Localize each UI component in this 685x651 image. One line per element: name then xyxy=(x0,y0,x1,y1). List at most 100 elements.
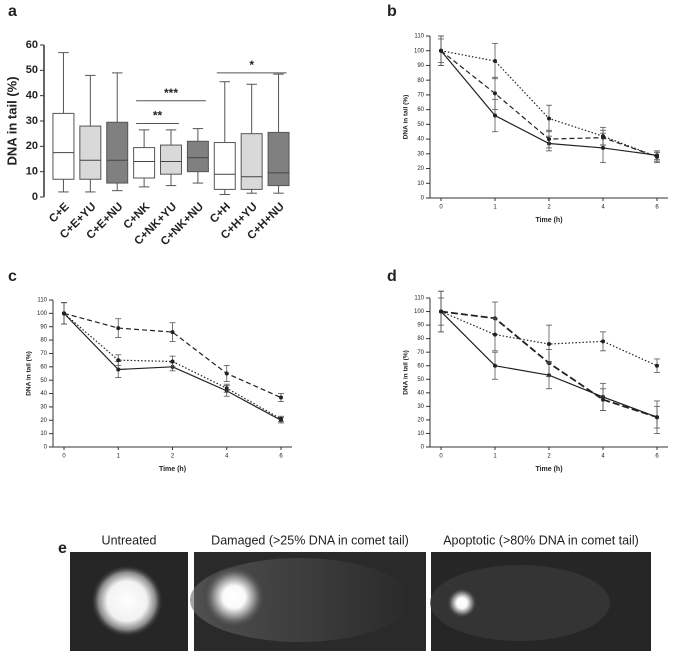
y-tick-label: 50 xyxy=(417,377,424,383)
data-point xyxy=(547,137,551,142)
caption: Untreated xyxy=(102,533,157,547)
y-tick-label: 40 xyxy=(417,137,424,143)
box xyxy=(79,125,102,180)
data-point xyxy=(601,397,605,402)
x-tick-label: 1 xyxy=(117,454,121,460)
y-tick-label: 100 xyxy=(414,48,425,54)
x-tick-label: 1 xyxy=(493,205,497,211)
data-point xyxy=(601,145,605,150)
y-tick-label: 80 xyxy=(40,338,47,344)
y-tick-label: 30 xyxy=(40,404,47,410)
x-tick-label: 6 xyxy=(655,454,659,460)
significance-label: ** xyxy=(153,109,163,123)
y-axis-label: DNA in tail (%) xyxy=(403,95,410,140)
y-tick-label: 50 xyxy=(26,64,38,76)
y-tick-label: 90 xyxy=(40,324,47,330)
y-tick-label: 50 xyxy=(417,122,424,128)
x-tick-label: 2 xyxy=(171,454,175,460)
y-tick-label: 100 xyxy=(414,309,425,315)
y-tick-label: 10 xyxy=(40,431,47,437)
x-tick-label: 4 xyxy=(601,205,605,211)
series-line xyxy=(440,310,658,367)
comet-tail xyxy=(430,565,610,641)
y-tick-label: 80 xyxy=(417,336,424,342)
panel-label: d xyxy=(387,268,397,285)
y-tick-label: 110 xyxy=(414,34,424,40)
data-point xyxy=(493,363,497,368)
data-point xyxy=(116,367,121,372)
comet-head xyxy=(202,565,266,629)
x-tick-label: 1 xyxy=(493,454,497,460)
y-tick-label: 40 xyxy=(417,390,424,396)
y-tick-label: 60 xyxy=(417,107,424,113)
box xyxy=(52,112,75,180)
y-tick-label: 20 xyxy=(26,140,38,152)
y-tick-label: 30 xyxy=(417,151,424,157)
data-point xyxy=(62,311,66,316)
y-tick-label: 10 xyxy=(26,166,38,178)
y-tick-label: 110 xyxy=(37,298,47,304)
y-tick-label: 20 xyxy=(40,418,47,424)
x-tick-label: 0 xyxy=(62,454,66,460)
x-axis-label: Time (h) xyxy=(535,217,562,224)
box xyxy=(213,142,236,190)
significance-label: * xyxy=(249,58,254,72)
y-tick-label: 20 xyxy=(417,417,424,423)
x-axis-label: Time (h) xyxy=(159,466,186,473)
y-tick-label: 0 xyxy=(44,445,48,451)
y-axis-label: DNA in tail (%) xyxy=(403,350,410,395)
data-point xyxy=(170,359,175,364)
x-axis-label: Time (h) xyxy=(535,466,562,473)
y-tick-label: 70 xyxy=(417,350,424,356)
y-tick-label: 70 xyxy=(417,92,424,98)
x-tick-label: 2 xyxy=(547,205,551,211)
y-tick-label: 40 xyxy=(40,391,47,397)
data-point xyxy=(279,416,283,421)
y-tick-label: 70 xyxy=(40,351,47,357)
y-tick-label: 60 xyxy=(26,39,38,51)
x-tick-label: 4 xyxy=(225,454,229,460)
data-point xyxy=(601,339,605,344)
data-point xyxy=(655,363,659,368)
data-point xyxy=(116,326,121,331)
data-point xyxy=(493,113,497,118)
y-tick-label: 80 xyxy=(417,78,424,84)
data-point xyxy=(655,154,659,159)
y-tick-label: 0 xyxy=(32,191,38,203)
box xyxy=(160,144,182,175)
data-point xyxy=(601,134,605,139)
y-tick-label: 20 xyxy=(417,166,424,172)
y-tick-label: 60 xyxy=(417,363,424,369)
y-tick-label: 90 xyxy=(417,323,424,329)
y-tick-label: 40 xyxy=(26,90,38,102)
box xyxy=(106,121,129,184)
data-point xyxy=(547,116,551,121)
panel-label: a xyxy=(8,3,17,20)
x-tick-label: 4 xyxy=(601,454,605,460)
comet-head xyxy=(91,565,163,637)
x-tick-label: 0 xyxy=(439,454,443,460)
series-line xyxy=(63,312,282,420)
data-point xyxy=(439,48,443,53)
data-point xyxy=(655,415,659,420)
y-tick-label: 60 xyxy=(40,364,47,370)
data-point xyxy=(493,59,497,64)
y-tick-label: 10 xyxy=(417,431,424,437)
data-point xyxy=(439,309,443,314)
y-tick-label: 10 xyxy=(417,181,424,187)
data-point xyxy=(547,342,551,347)
y-tick-label: 30 xyxy=(26,115,38,127)
y-axis-label: DNA in tail (%) xyxy=(26,351,33,396)
y-tick-label: 0 xyxy=(421,196,425,202)
data-point xyxy=(224,371,229,376)
panel-label: b xyxy=(387,3,397,20)
caption: Apoptotic (>80% DNA in comet tail) xyxy=(443,533,639,547)
panel-label: e xyxy=(58,540,67,557)
data-point xyxy=(224,386,229,391)
box xyxy=(133,147,156,179)
